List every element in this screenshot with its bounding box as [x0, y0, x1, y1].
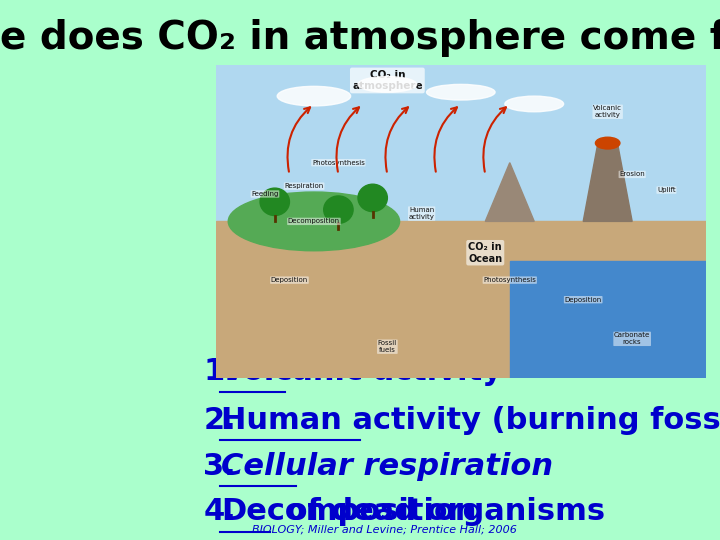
- Ellipse shape: [260, 188, 289, 215]
- Ellipse shape: [277, 86, 351, 106]
- Text: Carbonate
rocks: Carbonate rocks: [614, 332, 650, 346]
- Polygon shape: [510, 261, 706, 378]
- Text: Deposition: Deposition: [271, 277, 308, 283]
- Text: Volcanic
activity: Volcanic activity: [593, 105, 622, 118]
- Text: Decomposition: Decomposition: [288, 218, 340, 225]
- Text: Human
activity: Human activity: [409, 207, 435, 220]
- Text: 2.: 2.: [203, 406, 236, 435]
- Text: Cellular respiration: Cellular respiration: [221, 451, 554, 481]
- Text: Decomposition: Decomposition: [221, 497, 477, 526]
- Text: CO₂ in
Ocean: CO₂ in Ocean: [468, 242, 503, 264]
- Ellipse shape: [595, 137, 620, 149]
- Ellipse shape: [426, 84, 495, 100]
- Ellipse shape: [228, 192, 400, 251]
- Ellipse shape: [358, 184, 387, 212]
- Text: 3.: 3.: [203, 451, 236, 481]
- Text: Deposition: Deposition: [564, 296, 602, 303]
- Text: CO₂ in
atmosphere: CO₂ in atmosphere: [352, 70, 423, 91]
- Ellipse shape: [505, 96, 564, 112]
- Ellipse shape: [358, 77, 417, 92]
- Text: Photosynthesis: Photosynthesis: [483, 277, 536, 283]
- Text: of dead organisms: of dead organisms: [276, 497, 606, 526]
- Text: 4.: 4.: [203, 497, 236, 526]
- Text: Human activity (burning fossil fuels): Human activity (burning fossil fuels): [221, 406, 720, 435]
- Text: Respiration: Respiration: [284, 183, 324, 189]
- Text: Uplift: Uplift: [657, 187, 676, 193]
- Text: Erosion: Erosion: [619, 171, 645, 178]
- Text: Where does CO₂ in atmosphere come from?: Where does CO₂ in atmosphere come from?: [0, 19, 720, 57]
- Polygon shape: [216, 65, 706, 221]
- Polygon shape: [485, 163, 534, 221]
- Text: 1.: 1.: [203, 357, 236, 386]
- Polygon shape: [583, 143, 632, 221]
- Text: BIOLOGY; Miller and Levine; Prentice Hall; 2006: BIOLOGY; Miller and Levine; Prentice Hal…: [252, 524, 517, 535]
- Text: Photosynthesis: Photosynthesis: [312, 160, 365, 166]
- Polygon shape: [216, 221, 706, 378]
- Text: Fossil
fuels: Fossil fuels: [378, 340, 397, 353]
- Ellipse shape: [324, 196, 353, 224]
- Text: Volcanic activity: Volcanic activity: [221, 357, 503, 386]
- Text: Feeding: Feeding: [251, 191, 279, 197]
